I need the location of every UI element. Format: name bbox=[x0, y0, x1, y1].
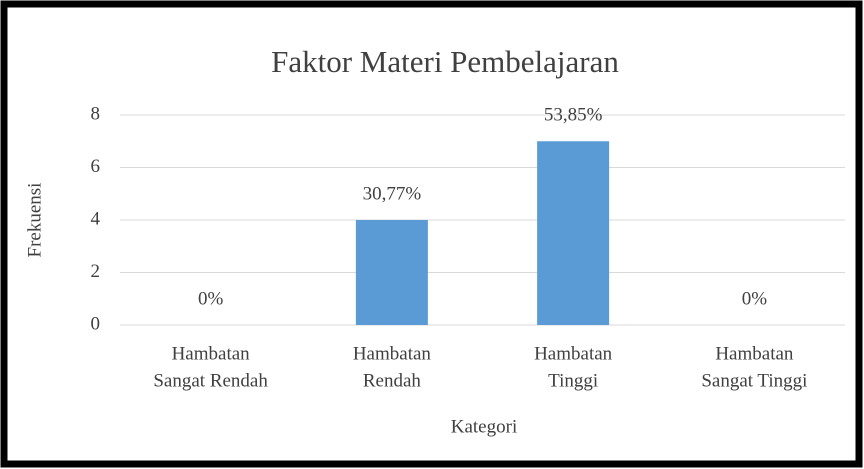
data-label: 0% bbox=[198, 288, 224, 309]
bar bbox=[537, 141, 610, 325]
x-tick-label: Hambatan bbox=[172, 343, 251, 364]
data-label: 30,77% bbox=[363, 183, 422, 204]
x-tick-label: Sangat Rendah bbox=[153, 370, 268, 391]
x-tick-label: Tinggi bbox=[548, 370, 598, 391]
chart-title: Faktor Materi Pembelajaran bbox=[271, 44, 619, 79]
x-tick-label: Rendah bbox=[363, 370, 422, 391]
data-label: 53,85% bbox=[544, 105, 603, 126]
y-tick-label: 2 bbox=[91, 261, 101, 282]
x-axis-label: Kategori bbox=[451, 416, 517, 437]
x-tick-label: Hambatan bbox=[353, 343, 432, 364]
x-tick-label: Hambatan bbox=[715, 343, 794, 364]
y-axis-label: Frekuensi bbox=[24, 183, 45, 258]
data-label: 0% bbox=[742, 288, 768, 309]
y-tick-label: 4 bbox=[91, 208, 101, 229]
x-tick-label: Sangat Tinggi bbox=[701, 370, 807, 391]
x-tick-label: Hambatan bbox=[534, 343, 613, 364]
y-tick-label: 8 bbox=[91, 103, 101, 124]
y-tick-label: 6 bbox=[91, 156, 101, 177]
y-tick-label: 0 bbox=[91, 313, 101, 334]
bar bbox=[355, 220, 428, 325]
